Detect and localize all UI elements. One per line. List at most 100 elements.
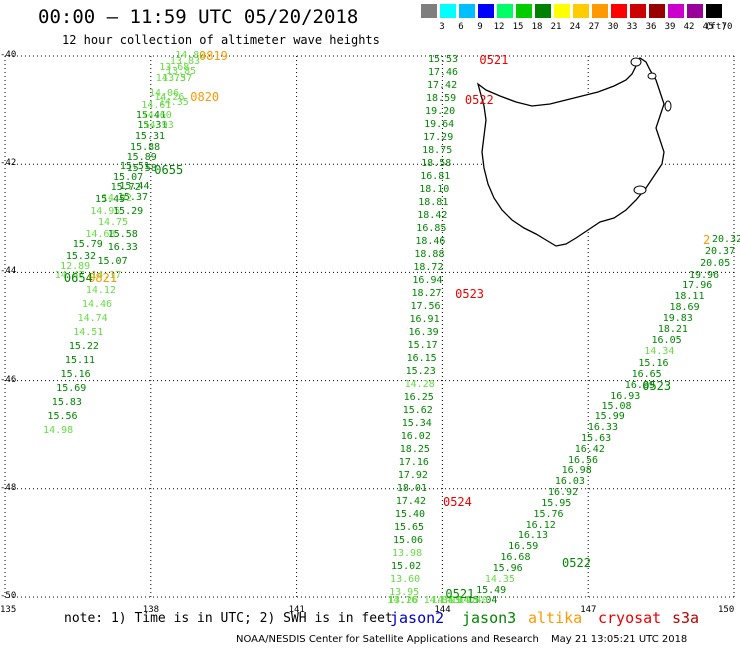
- wave-height-value: 17.16: [398, 456, 429, 468]
- wave-height-value: 15.49: [476, 584, 507, 596]
- colorbar-label: 21: [550, 22, 562, 32]
- colorbar-label: 15: [512, 22, 524, 32]
- pass-time-label: 0523: [642, 379, 672, 393]
- wave-height-value: 15.41: [135, 109, 166, 121]
- colorbar-swatch: [687, 4, 703, 18]
- wave-height-value: 14.99: [431, 595, 462, 606]
- colorbar-swatch: [497, 4, 513, 18]
- wave-height-value: 15.62: [402, 404, 433, 416]
- lon-label: 144: [434, 605, 451, 615]
- colorbar-swatch: [535, 4, 551, 18]
- wave-height-value: 15.44: [119, 180, 150, 192]
- wave-height-value: 15.17: [407, 339, 438, 351]
- wave-height-value: 16.85: [416, 223, 447, 235]
- lon-label: 147: [580, 605, 597, 615]
- wave-height-value: 15.37: [117, 191, 148, 203]
- lat-label: -44: [0, 266, 17, 277]
- lat-label: -40: [0, 50, 17, 60]
- colorbar-label: 9: [477, 22, 483, 32]
- colorbar-label: 39: [664, 22, 676, 32]
- wave-height-value: 15.08: [601, 400, 632, 412]
- wave-height-value: 15.79: [72, 239, 103, 251]
- wave-height-value: 15.11: [64, 355, 96, 367]
- pass-time-label: 0522: [464, 93, 494, 108]
- colorbar-swatch: [573, 4, 589, 18]
- wave-height-value: 19.64: [424, 119, 455, 131]
- wave-height-value: 15.56: [47, 411, 78, 423]
- wave-height-value: 19.83: [662, 312, 693, 324]
- wave-height-value: 14.98: [43, 425, 74, 437]
- colorbar-swatch: [554, 4, 570, 18]
- wave-height-value: 14.46: [81, 298, 113, 310]
- wave-height-value: 17.29: [423, 132, 454, 144]
- wave-height-value: 16.33: [107, 241, 138, 253]
- wave-height-value: 20.05: [700, 257, 731, 269]
- wave-height-value: 15.34: [401, 417, 432, 429]
- wave-height-value: 13.98: [392, 547, 423, 559]
- wave-height-value: 18.10: [419, 184, 450, 196]
- wave-height-value: 17.42: [426, 80, 458, 92]
- colorbar-label: 33: [626, 22, 638, 32]
- wave-height-value: 15.96: [492, 562, 523, 574]
- wave-height-value: 15.16: [60, 369, 91, 381]
- wave-height-value: 14.12: [85, 284, 116, 296]
- colorbar-label: 6: [458, 22, 464, 32]
- wave-height-value: 14.92: [101, 192, 132, 204]
- colorbar-label: 12: [493, 22, 505, 32]
- colorbar-label: 27: [588, 22, 600, 32]
- pass-time-label: 0821: [88, 270, 118, 285]
- wave-height-value: 14.94: [439, 595, 470, 606]
- lon-label: 138: [142, 605, 160, 615]
- wave-height-value: 18.75: [422, 145, 453, 157]
- satellite-legend-s3a: s3a: [672, 609, 700, 627]
- wave-height-value: 14.95: [90, 205, 121, 217]
- wave-height-value: 16.94: [412, 275, 443, 287]
- wave-height-value: 13.85: [166, 66, 197, 78]
- wave-height-value: 16.39: [408, 326, 439, 338]
- wave-height-value: 16.93: [610, 390, 641, 402]
- wave-height-value: 14.73: [155, 72, 186, 84]
- wave-height-value: 16.42: [574, 443, 605, 455]
- wave-height-value: 16.98: [561, 465, 592, 477]
- wave-height-value: 14.75: [97, 216, 129, 228]
- wave-height-value: 12.89: [60, 260, 91, 272]
- wave-height-value: 15.88: [130, 141, 161, 153]
- wave-height-value: 16.15: [406, 352, 437, 364]
- colorbar-label: 70: [721, 22, 733, 32]
- wave-height-value: 15.02: [391, 560, 422, 572]
- colorbar-swatch: [516, 4, 532, 18]
- wave-height-value: 18.25: [399, 443, 430, 455]
- lon-label: 141: [288, 605, 305, 615]
- wave-height-value: 13.57: [162, 72, 193, 84]
- wave-height-value: 13.83: [169, 56, 200, 68]
- wave-height-value: 16.05: [651, 334, 682, 346]
- satellite-legend-jason2: jason2: [390, 609, 445, 627]
- colorbar-label: 3: [439, 22, 445, 32]
- wave-height-value: 14.93: [143, 120, 174, 132]
- wave-height-value: 16.91: [409, 314, 440, 325]
- wave-height-value: 15.83: [51, 397, 82, 409]
- colorbar-swatch: [611, 4, 627, 18]
- tasmania-coastline: [476, 57, 665, 247]
- lat-label: -48: [0, 482, 17, 493]
- chart-subtitle: 12 hour collection of altimeter wave hei…: [62, 33, 380, 47]
- wave-height-value: 18.21: [657, 323, 688, 335]
- wave-height-value: 14.60: [141, 109, 172, 121]
- pass-time-label: 0820: [190, 89, 220, 104]
- wave-height-value: 17.92: [397, 469, 428, 481]
- colorbar-label: 36: [645, 22, 657, 32]
- wave-height-value: 16.33: [587, 422, 618, 434]
- wave-height-value: 18.01: [396, 482, 427, 494]
- wave-height-value: 16.69: [624, 380, 655, 391]
- wave-height-value: 13.68: [159, 62, 190, 74]
- wave-height-value: 15.29: [113, 205, 144, 217]
- colorbar-unit: (ft): [705, 22, 727, 32]
- wave-height-value: 16.56: [567, 454, 599, 466]
- pass-time-label: 0521: [445, 587, 475, 601]
- wave-height-value: 16.25: [403, 391, 434, 403]
- wave-height-value: 16.59: [508, 541, 539, 553]
- wave-height-value: 18.42: [417, 210, 448, 222]
- wave-height-value: 15.99: [594, 411, 625, 423]
- colorbar-swatch: [440, 4, 456, 18]
